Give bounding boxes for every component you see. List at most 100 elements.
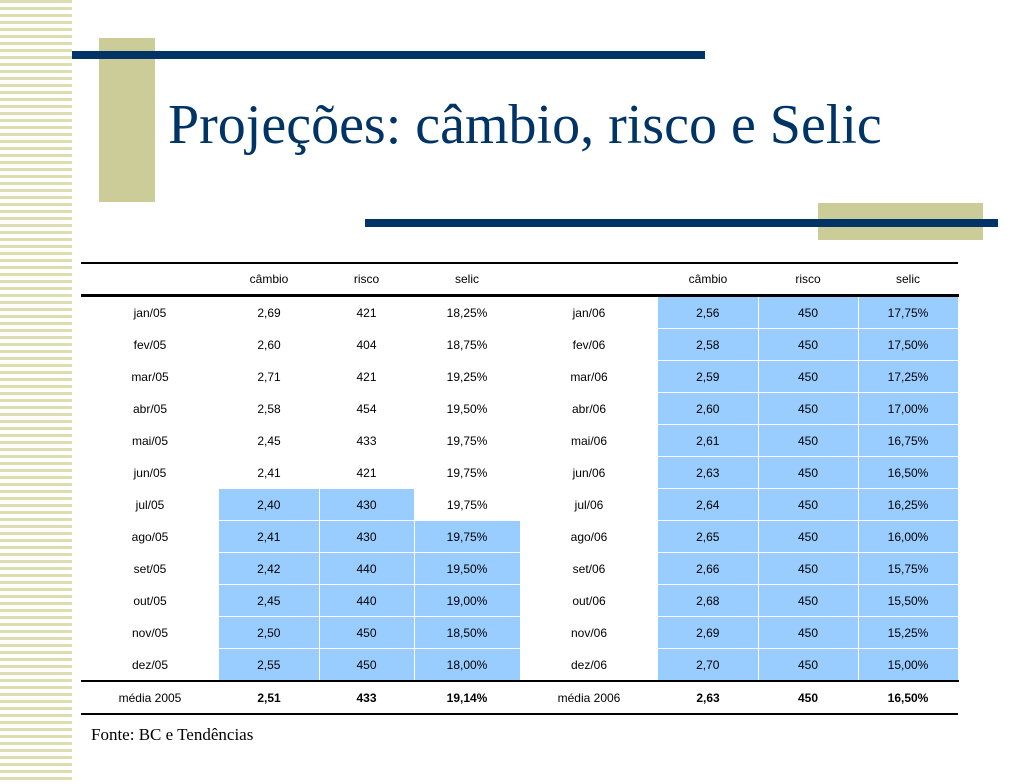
risco-cell: 454 xyxy=(319,392,414,425)
selic-cell: 19,00% xyxy=(414,584,521,617)
selic-cell: 19,50% xyxy=(414,552,521,585)
column-header-month xyxy=(520,263,658,297)
month-cell: set/05 xyxy=(81,552,219,585)
month-cell: jul/06 xyxy=(520,488,658,521)
risco-cell: 450 xyxy=(758,648,859,681)
cambio-cell: 2,58 xyxy=(219,392,319,425)
risco-cell: 440 xyxy=(319,552,415,585)
average-label: média 2005 xyxy=(81,680,219,714)
selic-cell: 19,75% xyxy=(414,456,520,489)
month-cell: out/06 xyxy=(520,584,658,617)
accent-bar-bottom xyxy=(365,219,998,227)
risco-cell: 450 xyxy=(758,456,859,489)
cambio-cell: 2,66 xyxy=(658,552,759,585)
average-cambio: 2,63 xyxy=(658,680,758,714)
selic-cell: 19,75% xyxy=(414,488,520,521)
month-cell: mai/05 xyxy=(81,424,219,457)
selic-cell: 16,75% xyxy=(858,424,959,457)
table-2006: câmbio risco selic jan/06 2,56 450 17,75% fe… xyxy=(520,262,959,715)
table-row: set/05 2,42 440 19,50% xyxy=(81,552,521,585)
selic-cell: 16,25% xyxy=(858,488,959,521)
cambio-cell: 2,56 xyxy=(658,295,759,329)
selic-cell: 15,75% xyxy=(858,552,959,585)
table-row: jul/05 2,40 430 19,75% xyxy=(81,488,520,521)
risco-cell: 450 xyxy=(758,392,859,425)
table-row: ago/06 2,65 450 16,00% xyxy=(520,520,959,553)
column-header-selic: selic xyxy=(414,263,520,297)
average-cambio: 2,51 xyxy=(219,680,319,714)
table-row: mai/06 2,61 450 16,75% xyxy=(520,424,959,457)
selic-cell: 19,75% xyxy=(414,424,520,457)
cambio-cell: 2,41 xyxy=(219,520,320,553)
table-row: ago/05 2,41 430 19,75% xyxy=(81,520,521,553)
average-selic: 19,14% xyxy=(414,680,520,714)
month-cell: mar/05 xyxy=(81,360,219,393)
table-row: abr/05 2,58 454 19,50% xyxy=(81,392,520,425)
cambio-cell: 2,70 xyxy=(658,648,759,681)
month-cell: abr/05 xyxy=(81,392,219,425)
table-row: dez/05 2,55 450 18,00% xyxy=(81,648,521,681)
risco-cell: 450 xyxy=(319,648,415,681)
selic-cell: 19,50% xyxy=(414,392,520,425)
risco-cell: 450 xyxy=(758,360,859,393)
table-row: nov/06 2,69 450 15,25% xyxy=(520,616,959,649)
table-row: nov/05 2,50 450 18,50% xyxy=(81,616,521,649)
table-footer-row: média 2006 2,63 450 16,50% xyxy=(520,680,958,714)
risco-cell: 421 xyxy=(319,360,414,393)
table-row: mar/05 2,71 421 19,25% xyxy=(81,360,520,393)
accent-bar-top xyxy=(72,51,705,59)
cambio-cell: 2,45 xyxy=(219,584,320,617)
table-row: jun/05 2,41 421 19,75% xyxy=(81,456,520,489)
average-risco: 433 xyxy=(319,680,414,714)
table-row: jan/05 2,69 421 18,25% xyxy=(81,296,520,329)
table-row: set/06 2,66 450 15,75% xyxy=(520,552,959,585)
selic-cell: 18,50% xyxy=(414,616,521,649)
selic-cell: 17,25% xyxy=(858,360,959,393)
month-cell: nov/05 xyxy=(81,616,219,649)
selic-cell: 18,75% xyxy=(414,328,520,361)
column-header-month xyxy=(81,263,219,297)
average-label: média 2006 xyxy=(520,680,658,714)
month-cell: jun/05 xyxy=(81,456,219,489)
cambio-cell: 2,60 xyxy=(219,328,319,361)
month-cell: out/05 xyxy=(81,584,219,617)
table-row: fev/06 2,58 450 17,50% xyxy=(520,328,959,361)
risco-cell: 433 xyxy=(319,424,414,457)
column-header-selic: selic xyxy=(858,263,958,297)
table-header-row: câmbio risco selic xyxy=(520,263,958,297)
risco-cell: 450 xyxy=(319,616,415,649)
risco-cell: 450 xyxy=(758,616,859,649)
selic-cell: 17,50% xyxy=(858,328,959,361)
month-cell: dez/05 xyxy=(81,648,219,681)
cambio-cell: 2,50 xyxy=(219,616,320,649)
table-row: mai/05 2,45 433 19,75% xyxy=(81,424,520,457)
cambio-cell: 2,63 xyxy=(658,456,759,489)
cambio-cell: 2,65 xyxy=(658,520,759,553)
selic-cell: 18,00% xyxy=(414,648,521,681)
cambio-cell: 2,40 xyxy=(219,488,320,521)
cambio-cell: 2,68 xyxy=(658,584,759,617)
risco-cell: 450 xyxy=(758,424,859,457)
selic-cell: 15,25% xyxy=(858,616,959,649)
column-header-risco: risco xyxy=(758,263,858,297)
table-row: dez/06 2,70 450 15,00% xyxy=(520,648,959,681)
risco-cell: 450 xyxy=(758,328,859,361)
slide-title: Projeções: câmbio, risco e Selic xyxy=(168,94,882,156)
table-footer-row: média 2005 2,51 433 19,14% xyxy=(81,680,520,714)
cambio-cell: 2,58 xyxy=(658,328,759,361)
cambio-cell: 2,61 xyxy=(658,424,759,457)
selic-cell: 15,00% xyxy=(858,648,959,681)
selic-cell: 16,50% xyxy=(858,456,959,489)
average-selic: 16,50% xyxy=(858,680,958,714)
month-cell: dez/06 xyxy=(520,648,658,681)
cambio-cell: 2,55 xyxy=(219,648,320,681)
cambio-cell: 2,69 xyxy=(658,616,759,649)
selic-cell: 17,75% xyxy=(858,295,959,329)
month-cell: mar/06 xyxy=(520,360,658,393)
risco-cell: 421 xyxy=(356,305,377,320)
cambio-cell: 2,71 xyxy=(219,360,319,393)
column-header-cambio: câmbio xyxy=(219,263,319,297)
month-cell: jan/06 xyxy=(572,305,606,320)
cambio-cell: 2,41 xyxy=(219,456,319,489)
month-cell: fev/05 xyxy=(81,328,219,361)
